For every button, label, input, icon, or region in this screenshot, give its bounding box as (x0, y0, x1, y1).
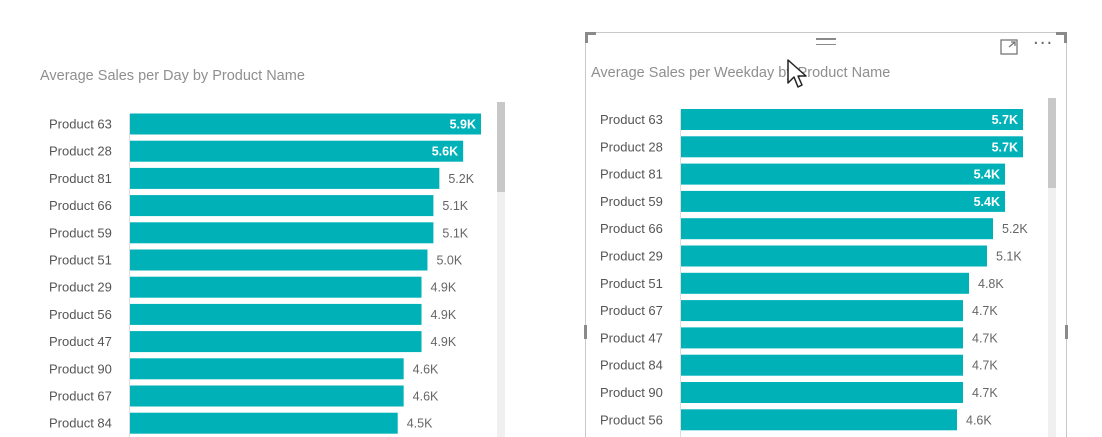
category-label: Product 67 (600, 303, 663, 318)
bar[interactable] (681, 300, 963, 322)
data-label: 4.8K (978, 277, 1004, 291)
data-label: 4.6K (966, 413, 992, 427)
scrollbar-track[interactable] (1048, 98, 1056, 437)
data-label: 4.9K (431, 308, 457, 322)
data-label: 5.0K (436, 254, 462, 268)
scrollbar-track[interactable] (497, 102, 505, 437)
focus-mode-icon[interactable] (1000, 39, 1018, 55)
category-label: Product 51 (49, 253, 112, 268)
bar[interactable] (130, 412, 398, 434)
bar[interactable] (681, 136, 1023, 158)
category-label: Product 63 (600, 112, 663, 127)
bar[interactable] (681, 163, 1005, 185)
bar[interactable] (130, 276, 422, 298)
bar[interactable] (681, 409, 957, 431)
data-label: 5.4K (974, 168, 1000, 182)
category-label: Product 59 (600, 194, 663, 209)
category-label: Product 66 (49, 198, 112, 213)
data-label: 4.7K (972, 386, 998, 400)
category-label: Product 67 (49, 389, 112, 404)
mouse-pointer-icon (787, 59, 807, 88)
bar[interactable] (130, 195, 434, 217)
resize-corner-top-left[interactable] (585, 32, 596, 43)
more-options-icon[interactable]: ··· (1033, 33, 1054, 54)
data-label: 4.7K (972, 304, 998, 318)
chart-title: Average Sales per Day by Product Name (40, 68, 305, 84)
bar[interactable] (130, 140, 464, 162)
category-label: Product 84 (49, 416, 112, 431)
bar[interactable] (681, 382, 963, 403)
category-label: Product 84 (600, 358, 663, 373)
category-label: Product 29 (600, 249, 663, 264)
bar[interactable] (681, 190, 1005, 212)
chart-visual-avg-sales-per-weekday[interactable]: ··· Average Sales per Weekday by Product… (584, 32, 1071, 437)
data-label: 5.6K (432, 145, 458, 159)
data-label: 4.5K (407, 417, 433, 431)
resize-handle-left[interactable] (584, 325, 587, 339)
data-label: 5.1K (996, 250, 1022, 264)
bar[interactable] (130, 331, 422, 353)
category-label: Product 47 (49, 334, 112, 349)
resize-corner-top-right[interactable] (1056, 32, 1067, 43)
visual-selection-frame (584, 32, 1068, 437)
data-label: 5.4K (974, 195, 1000, 209)
category-label: Product 29 (49, 280, 112, 295)
data-label: 4.9K (431, 281, 457, 295)
category-label: Product 63 (49, 117, 112, 132)
bar[interactable] (130, 358, 404, 380)
scrollbar-thumb[interactable] (1048, 98, 1056, 188)
category-label: Product 81 (600, 167, 663, 182)
data-label: 5.7K (992, 113, 1018, 127)
bar[interactable] (130, 222, 434, 244)
data-label: 5.9K (450, 118, 476, 132)
resize-handle-right[interactable] (1065, 325, 1068, 339)
data-label: 4.7K (972, 359, 998, 373)
data-label: 5.2K (1002, 222, 1028, 236)
bar[interactable] (681, 354, 963, 376)
data-label: 5.1K (442, 226, 468, 240)
data-label: 5.2K (448, 172, 474, 186)
category-label: Product 28 (600, 139, 663, 154)
bar[interactable] (130, 167, 440, 189)
category-label: Product 28 (49, 144, 112, 159)
bar[interactable] (681, 327, 963, 349)
bar[interactable] (681, 218, 993, 240)
bar[interactable] (130, 113, 481, 135)
category-label: Product 90 (600, 385, 663, 400)
data-label: 4.6K (413, 362, 439, 376)
category-label: Product 47 (600, 330, 663, 345)
chart-visual-avg-sales-per-day[interactable]: Average Sales per Day by Product Name Pr… (0, 0, 560, 437)
bar[interactable] (130, 385, 404, 407)
category-label: Product 56 (49, 307, 112, 322)
category-label: Product 56 (600, 412, 663, 427)
bar[interactable] (681, 245, 987, 267)
bar[interactable] (681, 109, 1023, 130)
category-label: Product 90 (49, 361, 112, 376)
category-label: Product 51 (600, 276, 663, 291)
data-label: 5.7K (992, 140, 1018, 154)
bar[interactable] (130, 249, 428, 271)
data-label: 4.6K (413, 390, 439, 404)
bar[interactable] (130, 303, 422, 325)
bar[interactable] (681, 272, 969, 294)
drag-handle-icon[interactable] (816, 38, 836, 50)
data-label: 4.7K (972, 331, 998, 345)
data-label: 4.9K (431, 335, 457, 349)
category-label: Product 59 (49, 225, 112, 240)
bar-chart-avg-sales-per-day[interactable]: Product 63 5.9K Product 28 5.6K Product 81 5.… (0, 0, 560, 437)
category-label: Product 81 (49, 171, 112, 186)
scrollbar-thumb[interactable] (497, 102, 505, 192)
category-label: Product 66 (600, 221, 663, 236)
chart-title: Average Sales per Weekday by Product Nam… (591, 65, 891, 81)
bar-chart-avg-sales-per-weekday[interactable]: Product 63 5.7K Product 28 5.7K Product 81 5.… (585, 32, 1071, 437)
data-label: 5.1K (442, 199, 468, 213)
